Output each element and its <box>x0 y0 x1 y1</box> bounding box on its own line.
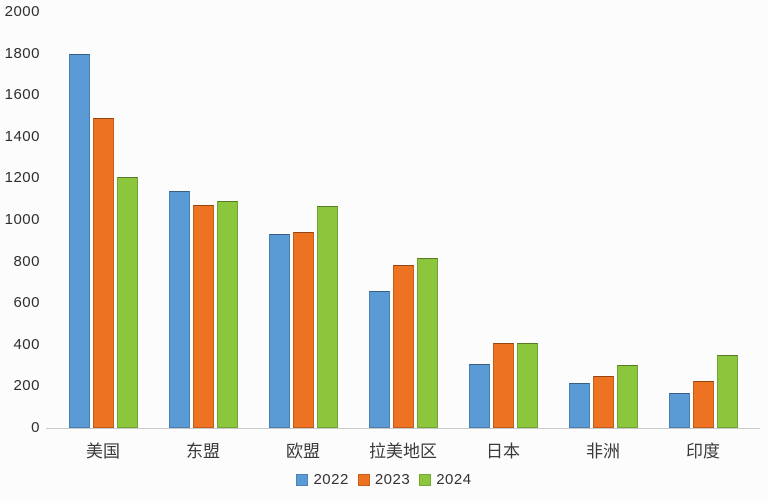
bar-2022-东盟 <box>169 191 190 428</box>
legend-item-2024: 2024 <box>419 471 471 488</box>
bar-2022-欧盟 <box>269 234 290 428</box>
bar-2023-非洲 <box>593 376 614 428</box>
bar-2023-日本 <box>493 343 514 428</box>
y-tick-label: 1400 <box>4 128 40 145</box>
bar-2024-印度 <box>717 355 738 428</box>
bar-2023-东盟 <box>193 205 214 428</box>
bar-2024-欧盟 <box>317 206 338 428</box>
legend: 2022 2023 2024 <box>0 471 768 488</box>
bar-2024-非洲 <box>617 365 638 428</box>
bar-2022-非洲 <box>569 383 590 428</box>
bar-2022-美国 <box>69 54 90 428</box>
y-tick-label: 600 <box>13 294 40 311</box>
bar-2022-拉美地区 <box>369 291 390 428</box>
legend-item-2022: 2022 <box>296 471 348 488</box>
legend-label: 2022 <box>313 471 349 488</box>
bar-2024-东盟 <box>217 201 238 428</box>
x-category-label: 印度 <box>686 442 720 461</box>
x-category-label: 日本 <box>486 442 520 461</box>
x-category-label: 美国 <box>86 442 120 461</box>
legend-swatch-icon <box>296 473 309 486</box>
x-category-label: 拉美地区 <box>369 442 437 461</box>
legend-swatch-icon <box>419 473 432 486</box>
bar-2024-美国 <box>117 177 138 428</box>
y-tick-label: 1800 <box>4 45 40 62</box>
bar-2023-美国 <box>93 118 114 428</box>
bar-2022-日本 <box>469 364 490 428</box>
y-tick-label: 1200 <box>4 169 40 186</box>
x-category-label: 东盟 <box>186 442 220 461</box>
bar-2023-印度 <box>693 381 714 428</box>
y-tick-label: 400 <box>13 336 40 353</box>
x-category-label: 欧盟 <box>286 442 320 461</box>
x-category-label: 非洲 <box>586 442 620 461</box>
bar-2024-拉美地区 <box>417 258 438 428</box>
bar-2023-拉美地区 <box>393 265 414 428</box>
legend-label: 2024 <box>436 471 472 488</box>
y-tick-label: 800 <box>13 253 40 270</box>
y-tick-label: 1600 <box>4 86 40 103</box>
y-tick-label: 200 <box>13 377 40 394</box>
y-tick-label: 2000 <box>4 3 40 20</box>
bar-2024-日本 <box>517 343 538 428</box>
bar-2022-印度 <box>669 393 690 428</box>
legend-label: 2023 <box>374 471 411 488</box>
y-tick-label: 0 <box>31 419 40 436</box>
bar-2023-欧盟 <box>293 232 314 428</box>
legend-item-2023: 2023 <box>357 471 411 488</box>
x-axis-line <box>46 428 760 429</box>
y-tick-label: 1000 <box>4 211 40 228</box>
legend-swatch-icon <box>357 473 370 486</box>
